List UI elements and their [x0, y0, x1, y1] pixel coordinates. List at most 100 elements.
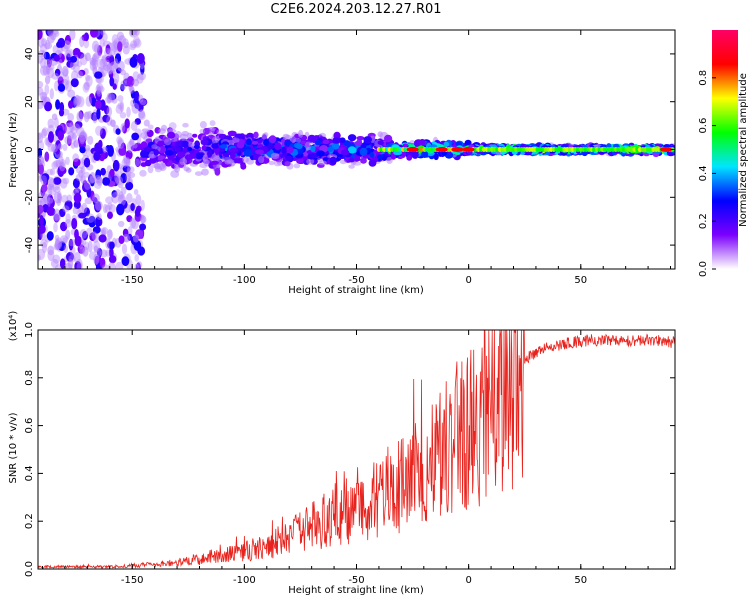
- spectrogram-cell: [384, 134, 393, 143]
- spectrogram-cell: [38, 224, 46, 234]
- spectrogram-y-tick-label: -20: [24, 189, 35, 205]
- spectrogram-cell: [80, 165, 86, 176]
- spectrogram-cell: [134, 254, 139, 262]
- spectrogram-cell: [92, 193, 100, 204]
- spectrogram-cell: [53, 177, 62, 185]
- spectrogram-cell: [46, 197, 54, 204]
- spectrogram-cell: [91, 40, 100, 53]
- spectrogram-cell: [69, 30, 76, 41]
- spectrogram-cell: [125, 157, 131, 168]
- spectrogram-cell: [318, 160, 327, 166]
- spectrogram-cell: [306, 158, 315, 165]
- spectrogram-cell: [65, 229, 71, 240]
- spectrogram-cell: [285, 155, 293, 160]
- spectrogram-cell: [49, 168, 56, 176]
- spectrogram-cell: [261, 132, 268, 140]
- spectrogram-cell: [57, 193, 63, 204]
- spectrogram-cell: [120, 80, 127, 91]
- spectrogram-cell: [86, 147, 91, 158]
- colorbar: 0.0 0.2 0.4 0.6 0.8 Normalized spectral ampl…: [698, 30, 749, 277]
- spectrogram-cell: [186, 132, 193, 139]
- spectrogram-cell: [98, 234, 107, 243]
- spectrogram-cell: [139, 223, 147, 231]
- spectrogram-cell: [339, 137, 346, 143]
- spectrogram-cell: [93, 240, 101, 252]
- spectrogram-cell: [126, 215, 133, 223]
- spectrogram-cell: [105, 96, 112, 104]
- spectrogram-cell: [116, 136, 122, 145]
- spectrogram-cell: [121, 158, 128, 168]
- spectrogram-cell: [153, 149, 159, 156]
- spectrogram-cell: [138, 72, 147, 81]
- spectrogram-cell: [59, 258, 66, 269]
- spectrogram-y-tick-label: -40: [24, 237, 35, 253]
- spectrogram-cell: [57, 130, 64, 141]
- snr-x-axis-label: Height of straight line (km): [288, 585, 424, 596]
- spectrogram-cell: [124, 118, 130, 129]
- spectrogram-cell: [138, 109, 146, 119]
- spectrogram-cell: [300, 140, 307, 145]
- spectrogram-cell: [236, 142, 245, 149]
- snr-y-tick-label: 1.0: [24, 322, 35, 338]
- spectrogram-cell: [100, 30, 106, 36]
- spectrogram-cell: [72, 206, 78, 215]
- spectrogram-cell: [107, 202, 113, 211]
- spectrogram-cell: [200, 139, 209, 146]
- spectrogram-cell: [93, 180, 102, 189]
- spectrogram-cell: [117, 41, 123, 52]
- spectrogram-cell: [83, 111, 92, 120]
- spectrogram-cell: [443, 141, 450, 147]
- spectrogram-cell: [82, 82, 90, 93]
- spectrogram-cell: [86, 213, 95, 223]
- spectrogram-cell: [55, 99, 61, 110]
- spectrogram-cell: [402, 143, 408, 148]
- spectrogram-peak-cell: [435, 147, 448, 152]
- spectrogram-cell: [140, 131, 148, 139]
- spectrogram-cell: [307, 134, 316, 142]
- snr-x-tick-label: 50: [574, 575, 587, 586]
- spectrogram-cell: [242, 156, 250, 163]
- spectrogram-cell: [130, 99, 136, 107]
- spectrogram-cell: [40, 175, 47, 186]
- spectrogram-x-tick-label: 0: [465, 275, 471, 286]
- spectrogram-cell: [194, 171, 203, 177]
- spectrogram-cell: [93, 253, 100, 265]
- spectrogram-cell: [96, 58, 105, 70]
- spectrogram-cell: [100, 249, 108, 258]
- spectrogram-cell: [124, 41, 130, 49]
- spectrogram-cell: [93, 44, 100, 53]
- spectrogram-cell: [79, 36, 85, 48]
- spectrogram-cell: [158, 128, 167, 135]
- spectrogram-cell: [102, 64, 111, 71]
- spectrogram-cell: [86, 227, 93, 237]
- spectrogram-cell: [66, 53, 71, 61]
- spectrogram-cell: [134, 156, 141, 168]
- spectrogram-cell: [90, 30, 98, 38]
- spectrogram-cell: [108, 262, 116, 269]
- spectrogram-cell: [112, 72, 120, 84]
- spectrogram-cell: [105, 145, 111, 152]
- spectrogram-cell: [66, 194, 73, 202]
- spectrogram-cell: [64, 218, 72, 228]
- spectrogram-cell: [53, 212, 61, 222]
- snr-y-multiplier: (x10⁴): [8, 311, 19, 342]
- spectrogram-cell: [270, 152, 280, 160]
- spectrogram-cell: [133, 38, 142, 48]
- spectrogram-cell: [87, 215, 97, 228]
- spectrogram-cell: [192, 133, 198, 138]
- spectrogram-cell: [84, 180, 91, 191]
- spectrogram-cell: [316, 150, 325, 157]
- spectrogram-cell: [193, 144, 200, 149]
- spectrogram-cell: [65, 213, 71, 224]
- spectrogram-cell: [102, 62, 108, 70]
- spectrogram-cell: [40, 96, 47, 106]
- spectrogram-cell: [69, 55, 78, 63]
- spectrogram-cell: [78, 131, 87, 143]
- spectrogram-cell: [126, 76, 135, 87]
- spectrogram-cell: [73, 252, 81, 263]
- spectrogram-cell: [77, 134, 86, 147]
- spectrogram-cell: [73, 192, 82, 204]
- spectrogram-cell: [282, 133, 290, 140]
- spectrogram-cell: [39, 156, 45, 165]
- spectrogram-cell: [132, 234, 140, 243]
